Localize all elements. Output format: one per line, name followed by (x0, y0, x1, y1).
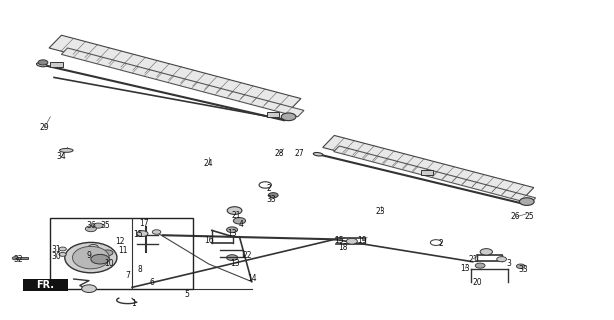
Circle shape (82, 285, 96, 292)
Text: 2: 2 (266, 184, 271, 193)
Circle shape (227, 207, 242, 214)
Text: 22: 22 (243, 252, 252, 260)
Circle shape (233, 218, 246, 224)
Text: 24: 24 (204, 159, 214, 168)
Bar (267, 112, 279, 117)
Text: 5: 5 (185, 290, 190, 299)
Text: 10: 10 (104, 259, 114, 268)
Text: 23: 23 (376, 207, 386, 216)
Ellipse shape (72, 246, 109, 269)
Circle shape (475, 263, 485, 268)
Text: 19: 19 (357, 236, 367, 245)
Circle shape (38, 60, 48, 65)
Bar (23, 279, 68, 291)
Text: 15: 15 (133, 230, 143, 239)
Text: 13: 13 (230, 259, 239, 268)
Text: 6: 6 (150, 278, 155, 287)
Text: 8: 8 (138, 265, 142, 274)
Text: FR.: FR. (36, 280, 55, 290)
Text: 17: 17 (139, 220, 149, 228)
Circle shape (93, 223, 103, 228)
Text: 20: 20 (473, 278, 483, 287)
Circle shape (227, 227, 238, 233)
Text: 1: 1 (131, 299, 136, 308)
Text: 32: 32 (14, 255, 23, 264)
Polygon shape (49, 35, 301, 111)
Text: 36: 36 (86, 221, 96, 230)
Text: 11: 11 (118, 246, 128, 255)
Circle shape (59, 252, 66, 256)
Text: 35: 35 (101, 221, 111, 230)
Text: 25: 25 (524, 212, 534, 221)
Circle shape (430, 240, 441, 245)
Text: 26: 26 (511, 212, 521, 221)
Circle shape (152, 230, 161, 234)
Bar (50, 218, 193, 289)
Ellipse shape (313, 153, 323, 156)
Circle shape (227, 255, 238, 260)
Text: 27: 27 (295, 149, 305, 158)
Text: 31: 31 (52, 245, 61, 254)
Text: 13: 13 (460, 264, 470, 273)
Circle shape (91, 254, 109, 264)
Text: 7: 7 (125, 271, 130, 280)
Text: 15: 15 (334, 236, 344, 245)
Ellipse shape (60, 148, 73, 152)
Circle shape (497, 257, 507, 262)
Circle shape (88, 244, 98, 250)
Text: 16: 16 (204, 236, 214, 245)
Text: 21: 21 (231, 211, 241, 220)
Circle shape (480, 249, 492, 255)
Text: 12: 12 (115, 237, 125, 246)
Circle shape (102, 250, 113, 256)
Circle shape (259, 182, 271, 188)
Text: 3: 3 (506, 260, 511, 268)
Circle shape (85, 226, 96, 232)
Circle shape (346, 238, 357, 244)
Text: 4: 4 (239, 220, 244, 229)
Circle shape (59, 247, 66, 251)
Text: 30: 30 (52, 252, 61, 261)
Polygon shape (61, 48, 304, 117)
Ellipse shape (36, 62, 47, 67)
Circle shape (12, 257, 18, 260)
Circle shape (519, 198, 534, 205)
Text: 18: 18 (338, 244, 348, 252)
Bar (421, 170, 433, 175)
Text: 33: 33 (518, 265, 528, 274)
Text: 13: 13 (227, 229, 237, 238)
Text: 21: 21 (468, 255, 478, 264)
Text: 2: 2 (438, 239, 443, 248)
Bar (50, 62, 63, 67)
Text: 28: 28 (274, 149, 284, 158)
Polygon shape (323, 135, 534, 200)
Circle shape (268, 193, 278, 198)
Bar (15, 257, 28, 259)
Polygon shape (334, 146, 535, 204)
Circle shape (281, 113, 296, 121)
Text: 29: 29 (39, 124, 49, 132)
Text: 14: 14 (247, 274, 257, 283)
Circle shape (137, 231, 148, 236)
Ellipse shape (65, 243, 117, 273)
Text: 34: 34 (56, 152, 66, 161)
Text: 33: 33 (266, 196, 276, 204)
Text: 9: 9 (87, 252, 91, 260)
Circle shape (516, 264, 525, 268)
